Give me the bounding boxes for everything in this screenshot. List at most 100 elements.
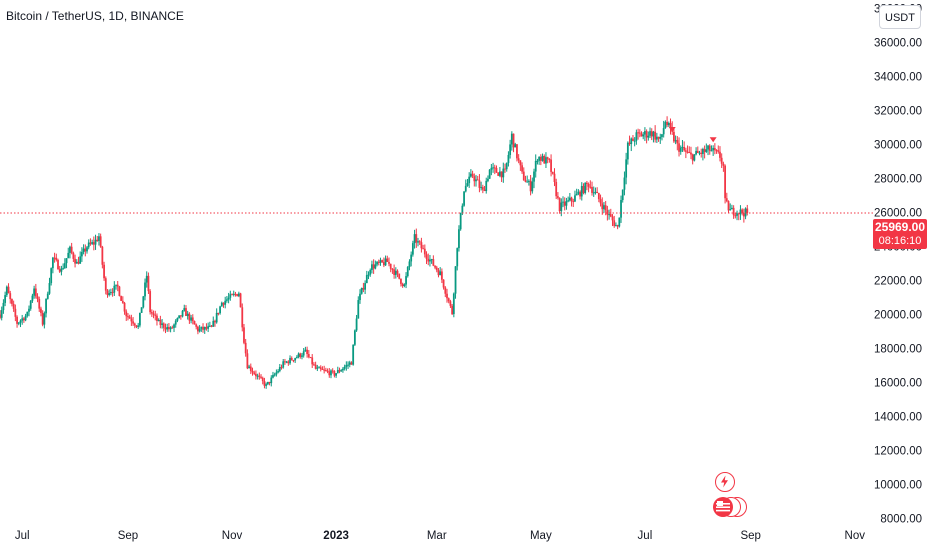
candle-body (522, 171, 525, 181)
candle-body (80, 251, 83, 257)
candle-body (336, 370, 339, 374)
candle-body (480, 187, 483, 189)
candle-body (309, 357, 312, 359)
candle-body (597, 193, 600, 200)
candle-body (0, 310, 3, 318)
candle-body (142, 296, 145, 308)
candle-body (555, 181, 558, 197)
candle-body (586, 182, 588, 184)
candle-body (507, 154, 510, 163)
candle-body (514, 144, 517, 148)
earnings-icon-group[interactable] (713, 497, 747, 519)
candle-body (541, 156, 544, 161)
candle-body (596, 191, 599, 194)
candle-body (381, 260, 384, 263)
candle-body (432, 259, 435, 266)
candle-body (319, 367, 322, 369)
candle-body (357, 300, 360, 319)
candle-body (640, 133, 643, 137)
candle-body (466, 183, 469, 186)
candle-body (703, 148, 706, 152)
candle-body (611, 216, 614, 221)
candle-body (459, 212, 462, 230)
candle-body (681, 146, 684, 148)
candle-body (483, 189, 486, 192)
candle-body (144, 282, 146, 297)
candle-body (212, 320, 215, 327)
candle-body (7, 286, 10, 294)
last-price-tag: 25969.00 08:16:10 (873, 219, 927, 249)
candle-body (133, 323, 136, 326)
candle-body (340, 370, 343, 372)
candle-body (157, 319, 160, 322)
candle-body (99, 236, 102, 247)
candle-body (5, 286, 8, 296)
candle-body (28, 308, 30, 312)
y-tick-label: 18000.00 (874, 344, 922, 356)
candle-body (36, 296, 39, 300)
candle-body (642, 134, 645, 137)
candle-body (713, 148, 716, 151)
y-tick-label: 16000.00 (874, 378, 922, 390)
currency-button[interactable]: USDT (879, 5, 921, 29)
y-tick-label: 14000.00 (874, 412, 922, 424)
candle-body (715, 150, 718, 152)
candle-body (217, 312, 220, 314)
candle-body (314, 364, 317, 369)
x-tick-label: Sep (118, 530, 138, 542)
candle-body (159, 319, 162, 325)
candle-body (50, 268, 53, 284)
candle-body (666, 121, 668, 126)
candle-body (710, 150, 713, 152)
candle-body (493, 167, 496, 169)
candle-body (736, 213, 738, 216)
candle-body (613, 220, 616, 226)
y-tick-label: 10000.00 (874, 480, 922, 492)
candle-body (707, 145, 709, 150)
candle-body (633, 140, 636, 142)
candle-body (510, 133, 513, 145)
candle-body (168, 326, 170, 330)
candle-body (604, 205, 607, 211)
candle-body (185, 308, 187, 316)
candle-body (333, 371, 336, 376)
candle-body (452, 293, 455, 315)
candle-body (411, 243, 414, 255)
candle-body (236, 294, 239, 297)
candle-body (688, 152, 691, 154)
candle-body (495, 167, 498, 173)
candle-body (173, 324, 175, 328)
bar-countdown: 08:16:10 (878, 235, 922, 247)
candle-body (623, 177, 626, 190)
candle-body (323, 369, 326, 371)
candle-body (299, 353, 302, 357)
candle-body (558, 197, 561, 212)
candle-body (60, 268, 63, 272)
candle-body (277, 371, 279, 373)
candle-body (638, 132, 641, 134)
lightning-icon[interactable] (715, 472, 735, 492)
candle-body (481, 187, 484, 190)
candle-body (584, 182, 587, 193)
candle-body (367, 274, 370, 276)
candle-body (169, 327, 172, 330)
candle-body (198, 328, 201, 332)
candle-body (149, 291, 152, 313)
candle-body (171, 327, 174, 329)
chart-title: Bitcoin / TetherUS, 1D, BINANCE (6, 9, 184, 23)
candle-body (256, 375, 259, 377)
candle-body (89, 242, 92, 244)
x-tick-label: 2023 (323, 530, 349, 542)
candle-body (246, 353, 249, 369)
candle-body (154, 314, 157, 316)
candle-body (567, 200, 570, 202)
candle-body (374, 264, 377, 269)
candle-body (531, 181, 534, 192)
candle-body (497, 172, 500, 176)
candle-body (592, 192, 595, 194)
candle-body (739, 209, 742, 215)
x-tick-label: Mar (427, 530, 447, 542)
candle-body (265, 384, 268, 386)
candle-body (533, 171, 535, 182)
